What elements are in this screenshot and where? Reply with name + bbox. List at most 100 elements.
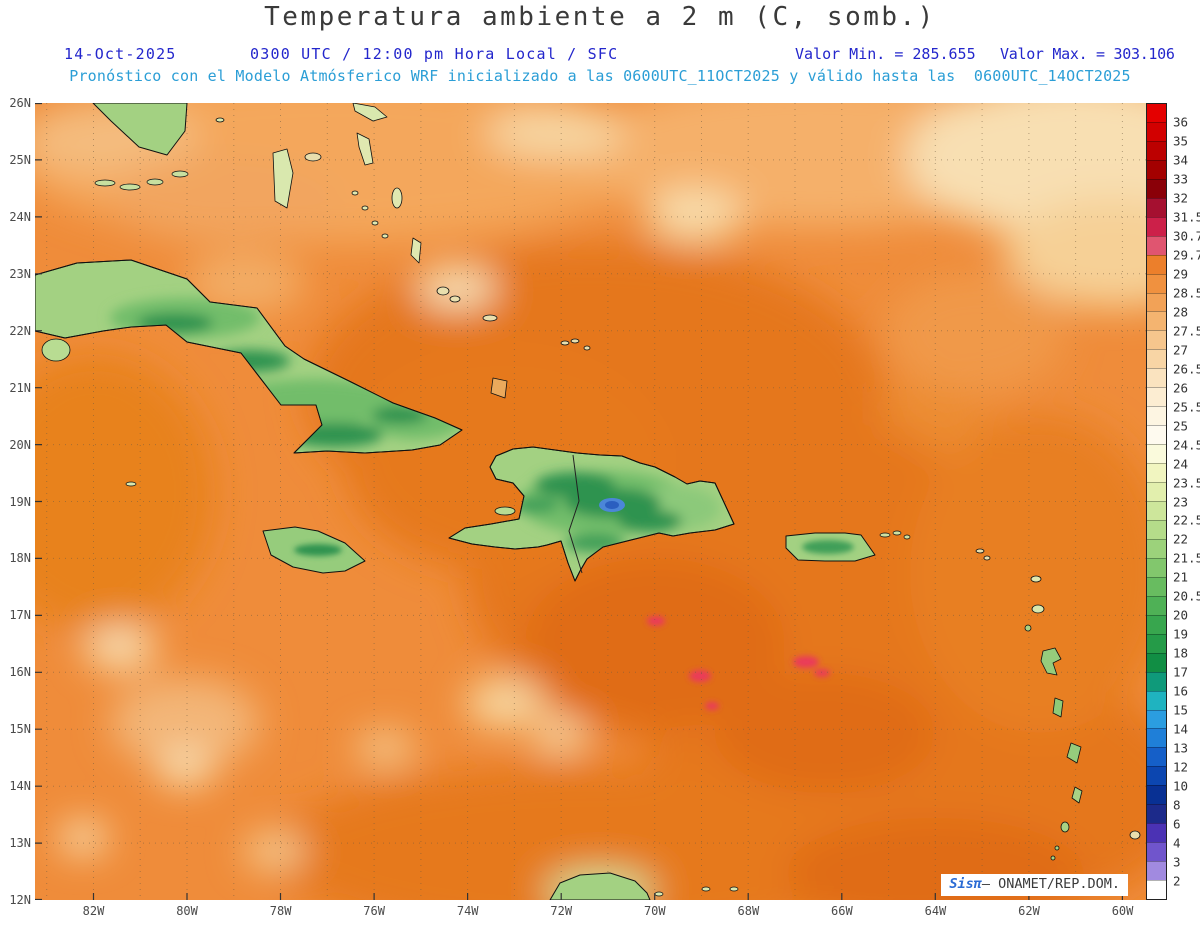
colorbar-label: 4	[1173, 835, 1181, 851]
colorbar-label: 35	[1173, 133, 1189, 149]
colorbar-label: 26.5	[1173, 361, 1200, 377]
colorbar-swatch	[1147, 823, 1166, 843]
colorbar-label: 24.5	[1173, 437, 1200, 453]
longitude-axis: 82W 80W 78W 76W 74W 72W 70W 68W 66W 64W 62W 60W	[35, 904, 1148, 924]
colorbar-swatch	[1147, 463, 1166, 483]
colorbar-label: 31.5	[1173, 209, 1200, 225]
colorbar-swatch	[1147, 444, 1166, 464]
colorbar-swatch	[1147, 387, 1166, 407]
forecast-model-line: Pronóstico con el Modelo Atmósferico WRF…	[69, 67, 1131, 85]
cold-mountain-lake-spot	[599, 498, 625, 512]
page-title: Temperatura ambiente a 2 m (C, somb.)	[264, 2, 936, 32]
lat-label: 21N	[9, 380, 31, 395]
colorbar-swatch	[1147, 709, 1166, 729]
lon-label: 68W	[737, 904, 760, 918]
colorbar-swatch	[1147, 425, 1166, 445]
colorbar-swatches	[1146, 103, 1167, 900]
sispi-logo: Sisπ	[949, 876, 982, 892]
colorbar-label: 21.5	[1173, 550, 1200, 566]
lon-label: 60W	[1111, 904, 1134, 918]
colorbar-swatch	[1147, 747, 1166, 767]
latitude-axis: 26N 25N 24N 23N 22N 21N 20N 19N 18N 17N 16N 15N 14N 1…	[0, 96, 31, 907]
gonave-island	[494, 506, 516, 516]
colorbar-label: 10	[1173, 778, 1189, 794]
valor-min: Valor Min. = 285.655	[795, 45, 976, 63]
colorbar-swatch	[1147, 861, 1166, 881]
colorbar-label: 2	[1173, 873, 1181, 889]
colorbar-swatch	[1147, 804, 1166, 824]
colorbar-label: 26	[1173, 380, 1189, 396]
lat-label: 24N	[9, 209, 31, 224]
colorbar-swatch	[1147, 368, 1166, 388]
haiti-dr-border	[568, 454, 583, 574]
colorbar-swatch	[1147, 501, 1166, 520]
lat-label: 17N	[9, 608, 31, 623]
colorbar-labels: 36 35 34 33 32 31.5 30.7 29.7 29 28.5 28 27.5 27 26.5…	[1173, 103, 1200, 900]
lon-label: 76W	[363, 904, 385, 918]
lon-label: 72W	[550, 904, 573, 918]
lat-label: 16N	[9, 665, 31, 680]
colorbar-swatch	[1147, 254, 1166, 274]
credit-text: – ONAMET/REP.DOM.	[981, 876, 1120, 892]
colorbar-swatch	[1147, 292, 1166, 312]
forecast-time: 0300 UTC / 12:00 pm Hora Local / SFC	[250, 45, 619, 63]
colorbar-label: 33	[1173, 171, 1189, 187]
colorbar-swatch	[1147, 159, 1166, 179]
colorbar-swatch	[1147, 728, 1166, 748]
colorbar-label: 36	[1173, 114, 1189, 130]
map-area: Sisπ– ONAMET/REP.DOM.	[35, 103, 1148, 900]
lat-label: 19N	[9, 494, 31, 509]
colorbar-swatch	[1147, 595, 1166, 615]
colorbar-swatch	[1147, 311, 1166, 331]
colorbar-swatch	[1147, 349, 1166, 369]
colorbar-swatch	[1147, 482, 1166, 502]
colorbar-label: 28	[1173, 304, 1189, 320]
temperature-colorbar: 36 35 34 33 32 31.5 30.7 29.7 29 28.5 28 27.5 27 26.5…	[1146, 103, 1200, 900]
lat-label: 15N	[9, 722, 31, 737]
colorbar-swatch	[1147, 235, 1166, 255]
colorbar-label: 27.5	[1173, 323, 1200, 339]
temperature-field-blobs	[35, 103, 1148, 900]
lon-label: 70W	[643, 904, 666, 918]
colorbar-label: 20	[1173, 607, 1189, 623]
colorbar-swatch	[1147, 178, 1166, 198]
colorbar-label: 21	[1173, 569, 1189, 585]
colorbar-swatch	[1147, 121, 1166, 141]
colorbar-swatch	[1147, 557, 1166, 577]
lat-label: 22N	[9, 323, 31, 338]
lat-label: 14N	[9, 779, 31, 794]
colorbar-label: 8	[1173, 797, 1181, 813]
colorbar-label: 14	[1173, 721, 1189, 737]
colorbar-swatch	[1147, 614, 1166, 634]
hot-spot-anomalies	[647, 616, 830, 710]
colorbar-swatch	[1147, 652, 1166, 672]
colorbar-label: 32	[1173, 190, 1189, 206]
virgin-islands	[879, 530, 911, 540]
colorbar-swatch	[1147, 330, 1166, 350]
colorbar-label: 16	[1173, 683, 1189, 699]
colorbar-label: 23.5	[1173, 475, 1200, 491]
lon-label: 82W	[82, 904, 105, 918]
florida-tip	[92, 103, 189, 191]
colorbar-swatch	[1147, 633, 1166, 653]
lat-label: 13N	[9, 836, 31, 851]
lon-label: 62W	[1018, 904, 1040, 918]
valor-max: Valor Max. = 303.106	[1000, 45, 1175, 63]
colorbar-swatch	[1147, 538, 1166, 558]
temperature-field-canvas	[35, 103, 1148, 900]
lon-label: 74W	[456, 904, 479, 918]
colorbar-label: 34	[1173, 152, 1189, 168]
south-america-coast	[549, 872, 739, 900]
colorbar-swatch	[1147, 690, 1166, 710]
colorbar-label: 19	[1173, 626, 1189, 642]
colorbar-label: 13	[1173, 740, 1189, 756]
colorbar-label: 27	[1173, 342, 1189, 358]
colorbar-swatch	[1147, 104, 1166, 122]
colorbar-swatch	[1147, 273, 1166, 293]
forecast-date: 14-Oct-2025	[64, 45, 177, 63]
colorbar-swatch	[1147, 671, 1166, 691]
colorbar-label: 24	[1173, 456, 1189, 472]
colorbar-label: 20.5	[1173, 588, 1200, 604]
colorbar-label: 3	[1173, 854, 1181, 870]
